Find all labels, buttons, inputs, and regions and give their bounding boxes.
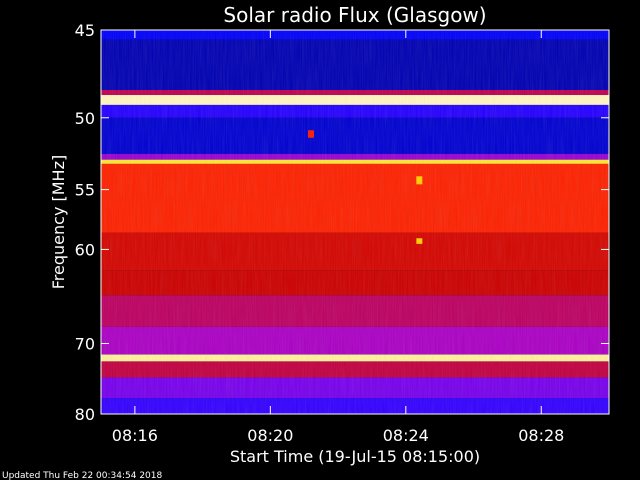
x-tick-label-1: 08:20 <box>247 426 293 445</box>
y-tick-label-4: 70 <box>75 334 95 353</box>
y-axis: 45 50 55 60 70 80 <box>75 21 609 424</box>
y-tick-label-1: 50 <box>75 109 95 128</box>
y-tick-label-3: 60 <box>75 240 95 259</box>
x-tick-label-3: 08:28 <box>518 426 564 445</box>
y-tick-label-0: 45 <box>75 21 95 40</box>
chart-title: Solar radio Flux (Glasgow) <box>223 3 486 27</box>
y-axis-label: Frequency [MHz] <box>49 155 68 289</box>
x-tick-label-0: 08:16 <box>112 426 158 445</box>
x-tick-label-2: 08:24 <box>383 426 429 445</box>
updated-timestamp: Updated Thu Feb 22 00:34:54 2018 <box>2 471 163 480</box>
plot-frame <box>100 29 610 415</box>
x-axis-label: Start Time (19-Jul-15 08:15:00) <box>230 447 480 466</box>
y-tick-label-2: 55 <box>75 181 95 200</box>
plot-grain <box>101 30 609 414</box>
y-tick-label-5: 80 <box>75 405 95 424</box>
x-axis: 08:16 08:20 08:24 08:28 <box>112 30 564 445</box>
